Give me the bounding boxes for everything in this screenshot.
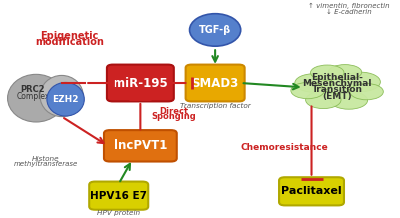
Ellipse shape <box>330 92 368 109</box>
Ellipse shape <box>40 75 83 117</box>
Text: PRC2: PRC2 <box>21 85 45 94</box>
Text: Histone: Histone <box>32 156 60 162</box>
Text: Sponging: Sponging <box>152 112 196 121</box>
Ellipse shape <box>312 75 363 99</box>
Text: Epithelial-: Epithelial- <box>311 73 363 82</box>
Text: lncPVT1: lncPVT1 <box>114 139 167 152</box>
Ellipse shape <box>295 74 332 92</box>
FancyBboxPatch shape <box>89 182 148 210</box>
Ellipse shape <box>47 82 84 116</box>
Text: HPV16 E7: HPV16 E7 <box>90 191 147 201</box>
Ellipse shape <box>8 74 65 122</box>
Text: Paclitaxel: Paclitaxel <box>281 186 342 196</box>
FancyBboxPatch shape <box>279 177 344 205</box>
Text: SMAD3: SMAD3 <box>192 77 239 90</box>
Text: (EMT): (EMT) <box>322 92 352 101</box>
Text: Transition: Transition <box>312 85 362 94</box>
FancyBboxPatch shape <box>107 65 174 101</box>
Ellipse shape <box>306 91 341 109</box>
Ellipse shape <box>190 14 241 46</box>
Text: Complex: Complex <box>16 92 50 100</box>
Text: HPV protein: HPV protein <box>97 210 140 216</box>
Text: miR-195: miR-195 <box>113 77 168 90</box>
Text: EZH2: EZH2 <box>52 95 79 104</box>
Text: Direct: Direct <box>159 107 188 116</box>
Text: Mesenchymal: Mesenchymal <box>302 79 372 88</box>
Text: modification: modification <box>35 37 104 47</box>
Text: ↓ E-cadherin: ↓ E-cadherin <box>326 9 372 15</box>
Ellipse shape <box>291 82 324 99</box>
Ellipse shape <box>310 65 344 80</box>
Ellipse shape <box>328 65 362 80</box>
Ellipse shape <box>350 83 383 100</box>
Text: methyltransferase: methyltransferase <box>14 161 78 167</box>
Text: Epigenetic: Epigenetic <box>40 31 99 41</box>
Text: Chemoresistance: Chemoresistance <box>240 143 328 152</box>
Ellipse shape <box>341 72 380 92</box>
FancyBboxPatch shape <box>104 130 177 162</box>
Text: Transcription factor: Transcription factor <box>180 103 250 109</box>
FancyBboxPatch shape <box>186 65 245 101</box>
Text: ↑ vimentin, fibronectin: ↑ vimentin, fibronectin <box>308 3 390 9</box>
Text: TGF-β: TGF-β <box>199 25 231 35</box>
